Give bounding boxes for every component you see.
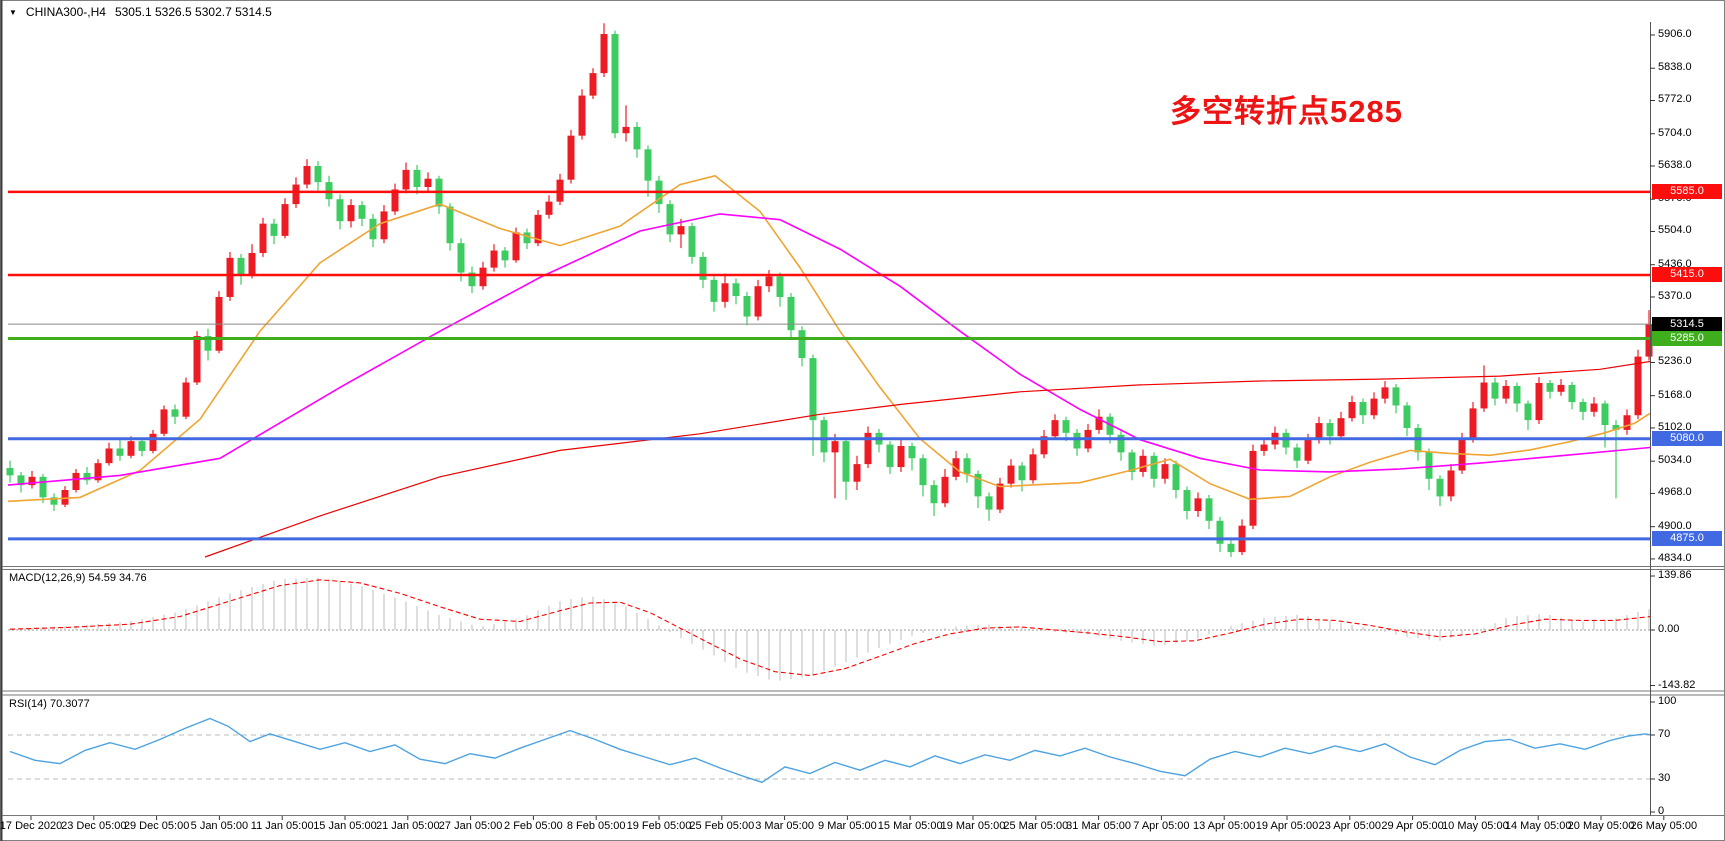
time-label: 21 Jan 05:00	[375, 820, 440, 832]
price-tick-label: 5704.0	[1658, 126, 1692, 139]
time-label: 2 Feb 05:00	[504, 820, 563, 832]
price-tick-label: 5772.0	[1658, 93, 1692, 106]
level-price-badge: 5285.0	[1652, 331, 1722, 346]
level-lines	[8, 190, 1650, 541]
price-tick-label: 4834.0	[1658, 551, 1692, 564]
time-label: 7 Apr 05:00	[1133, 820, 1190, 832]
time-label: 15 Jan 05:00	[313, 820, 377, 832]
time-label: 31 Mar 05:00	[1066, 820, 1132, 832]
price-tick-label: 5504.0	[1658, 224, 1692, 237]
candles-series	[6, 23, 1653, 557]
collapse-arrow-icon[interactable]: ▼	[9, 7, 17, 17]
price-tick-label: 5436.0	[1658, 257, 1692, 270]
price-tick-label: 5638.0	[1658, 158, 1692, 171]
price-tick-label: 5034.0	[1658, 454, 1692, 467]
time-label: 5 Jan 05:00	[190, 820, 249, 832]
macd-signal-line	[9, 579, 1651, 677]
time-label: 11 Jan 05:00	[250, 820, 314, 832]
macd-histogram	[9, 577, 1650, 681]
price-tick-label: 5102.0	[1658, 420, 1692, 433]
time-label: 17 Dec 2020	[0, 820, 63, 832]
time-label: 9 Mar 05:00	[818, 820, 877, 832]
time-label: 19 Feb 05:00	[626, 820, 692, 832]
axis-ticks	[30, 34, 1665, 820]
chart-title: ▼ CHINA300-,H4 5305.1 5326.5 5302.7 5314…	[9, 5, 272, 19]
macd-label: MACD(12,26,9) 54.59 34.76	[9, 572, 147, 584]
price-tick-label: 5838.0	[1658, 61, 1692, 74]
rsi-tick-label: 100	[1658, 695, 1677, 707]
rsi-tick-label: 30	[1658, 772, 1671, 784]
time-label: 19 Mar 05:00	[940, 820, 1006, 832]
price-tick-label: 5370.0	[1658, 289, 1692, 302]
high-value: 5326.5	[155, 5, 192, 19]
ma-fast-line	[7, 174, 1651, 503]
symbol-label: CHINA300-,H4	[25, 5, 106, 19]
annotation-text: 多空转折点5285	[1170, 94, 1403, 129]
time-label: 25 Feb 05:00	[689, 820, 755, 832]
rsi-panel	[8, 717, 1651, 784]
time-label: 29 Dec 05:00	[123, 820, 190, 832]
time-label: 10 May 05:00	[1442, 820, 1509, 832]
current-price-badge: 5314.5	[1652, 316, 1722, 332]
price-tick-label: 4968.0	[1658, 486, 1692, 499]
ma-slow-line	[204, 360, 1651, 558]
price-tick-label: 5168.0	[1658, 388, 1692, 401]
time-label: 27 Jan 05:00	[438, 820, 503, 832]
price-tick-label: 4900.0	[1658, 519, 1692, 532]
time-label: 8 Feb 05:00	[566, 820, 626, 832]
time-label: 23 Apr 05:00	[1318, 820, 1381, 832]
level-price-badge: 5585.0	[1652, 184, 1722, 200]
time-label: 26 May 05:00	[1630, 820, 1698, 832]
ohlc-values: 5305.1 5326.5 5302.7 5314.5	[115, 5, 272, 19]
time-label: 20 May 05:00	[1567, 820, 1635, 832]
rsi-label: RSI(14) 70.3077	[9, 698, 90, 710]
time-label: 15 Mar 05:00	[877, 820, 943, 832]
rsi-line	[9, 717, 1651, 784]
price-tick-label: 5906.0	[1658, 27, 1692, 40]
low-value: 5302.7	[195, 5, 232, 19]
time-label: 25 Mar 05:00	[1003, 820, 1069, 832]
price-tick-label: 5236.0	[1658, 355, 1692, 368]
rsi-tick-label: 70	[1658, 728, 1671, 740]
macd-tick-label: 0.00	[1658, 623, 1680, 635]
level-price-badge: 5080.0	[1652, 431, 1722, 447]
close-value: 5314.5	[235, 5, 272, 19]
macd-tick-label: 139.86	[1658, 569, 1692, 581]
ma-mid-line	[7, 213, 1651, 486]
macd-tick-label: -143.82	[1658, 678, 1696, 691]
time-label: 14 May 05:00	[1504, 820, 1572, 832]
time-label: 29 Apr 05:00	[1381, 820, 1444, 832]
level-price-badge: 5415.0	[1652, 267, 1722, 283]
time-label: 19 Apr 05:00	[1255, 820, 1319, 832]
time-label: 13 Apr 05:00	[1192, 820, 1256, 832]
open-value: 5305.1	[114, 5, 152, 19]
rsi-tick-label: 0	[1658, 805, 1665, 817]
time-label: 23 Dec 05:00	[61, 820, 127, 832]
time-label: 3 Mar 05:00	[755, 820, 814, 832]
level-price-badge: 4875.0	[1652, 531, 1722, 547]
